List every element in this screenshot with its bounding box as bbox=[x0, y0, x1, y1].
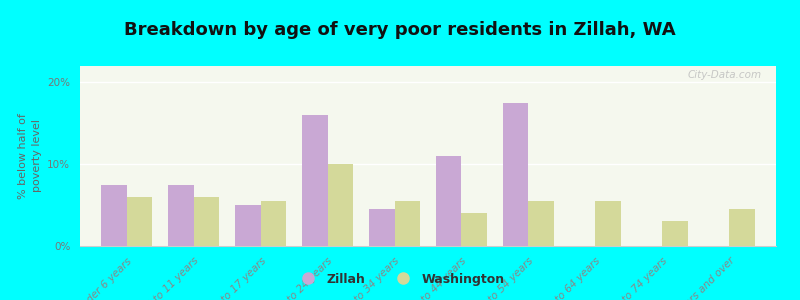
Text: Breakdown by age of very poor residents in Zillah, WA: Breakdown by age of very poor residents … bbox=[124, 21, 676, 39]
Bar bbox=[595, 201, 621, 246]
Bar bbox=[503, 103, 528, 246]
Legend: Zillah, Washington: Zillah, Washington bbox=[290, 268, 510, 291]
Y-axis label: % below half of
poverty level: % below half of poverty level bbox=[18, 113, 42, 199]
Bar bbox=[194, 197, 219, 246]
Bar bbox=[729, 209, 754, 246]
Bar bbox=[528, 201, 554, 246]
Bar bbox=[235, 205, 261, 246]
Bar bbox=[394, 201, 420, 246]
Bar bbox=[127, 197, 152, 246]
Bar bbox=[302, 115, 328, 246]
Bar bbox=[369, 209, 394, 246]
Bar bbox=[436, 156, 462, 246]
Text: City-Data.com: City-Data.com bbox=[688, 70, 762, 80]
Bar bbox=[102, 184, 127, 246]
Bar bbox=[462, 213, 487, 246]
Bar bbox=[261, 201, 286, 246]
Bar bbox=[662, 221, 688, 246]
Bar bbox=[168, 184, 194, 246]
Bar bbox=[328, 164, 353, 246]
